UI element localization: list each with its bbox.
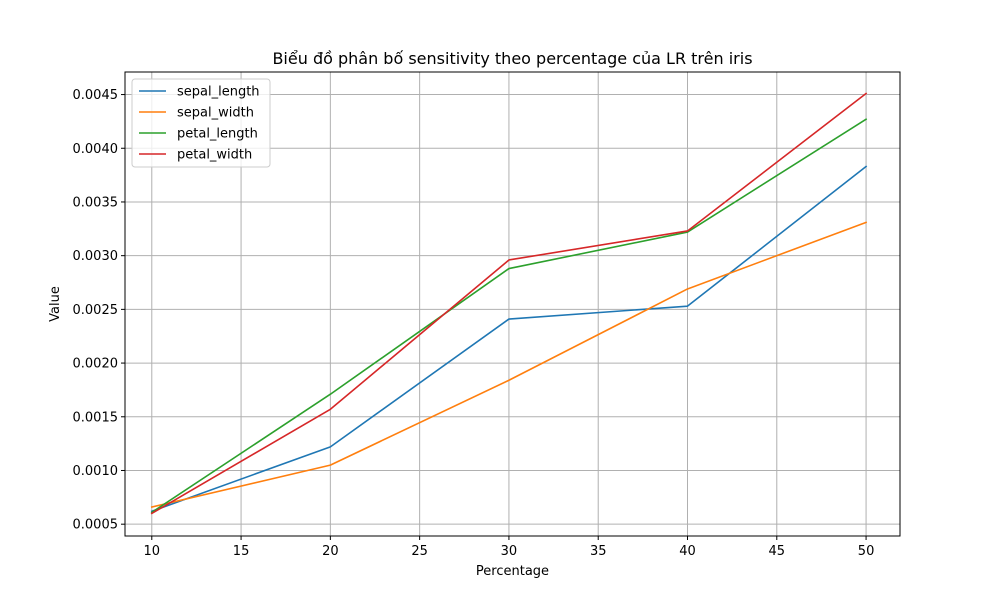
y-tick-label: 0.0030	[73, 249, 119, 264]
legend-label-sepal-width: sepal_width	[177, 106, 254, 121]
x-tick-label: 25	[411, 544, 428, 559]
y-tick-label: 0.0040	[73, 142, 119, 157]
x-tick-label: 40	[679, 544, 696, 559]
series-line-petal-length	[150, 118, 868, 514]
y-tick-label: 0.0010	[73, 464, 119, 479]
x-tick-label: 10	[144, 544, 161, 559]
legend-label-petal-length: petal_length	[177, 127, 258, 142]
y-tick-label: 0.0045	[73, 88, 119, 103]
legend-entries: sepal_length sepal_width petal_lengthpetal…	[139, 85, 260, 163]
legend-label-sepal-length: sepal_length	[177, 85, 260, 100]
legend: sepal_length sepal_width petal_lengthpetal…	[131, 78, 271, 168]
legend-label-petal-width: petal_width	[177, 148, 252, 163]
series-line-petal-width	[150, 92, 868, 515]
plot-frame	[124, 71, 901, 537]
x-axis-label: Percentage	[476, 564, 549, 579]
x-tick-label: 20	[322, 544, 339, 559]
x-tick-label: 30	[501, 544, 518, 559]
grid-lines	[125, 72, 900, 536]
y-tick-label: 0.0005	[73, 518, 119, 533]
series-lines	[150, 92, 868, 515]
y-axis-label: Value	[48, 286, 63, 322]
chart-title: Biểu đồ phân bố sensitivity theo percent…	[272, 49, 752, 68]
x-tick-label: 50	[858, 544, 875, 559]
y-tick-label: 0.0035	[73, 195, 119, 210]
y-axis-ticks: 0.0005 0.0010 0.0015 0.0020 0.0025 0.0030 0.00…	[73, 88, 125, 533]
y-tick-label: 0.0020	[73, 357, 119, 372]
y-tick-label: 0.0025	[73, 303, 119, 318]
x-tick-label: 35	[590, 544, 607, 559]
x-tick-label: 45	[769, 544, 786, 559]
y-tick-label: 0.0015	[73, 410, 119, 425]
x-tick-label: 15	[233, 544, 250, 559]
x-axis-ticks: 10 15 20 25 30 35 40 45 50	[144, 536, 875, 559]
series-line-sepal-width	[150, 221, 868, 508]
legend-box	[131, 78, 271, 168]
series-line-sepal-length	[150, 165, 868, 513]
